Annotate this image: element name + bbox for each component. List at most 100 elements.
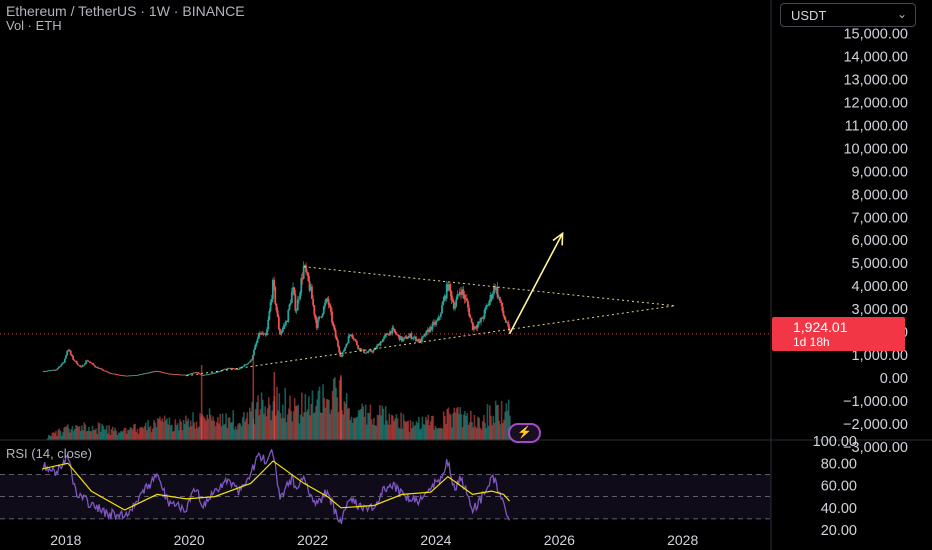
volume-bar bbox=[92, 429, 95, 440]
volume-bar bbox=[230, 422, 232, 440]
candle bbox=[154, 370, 157, 372]
candle bbox=[264, 333, 267, 336]
candle bbox=[62, 362, 65, 364]
candle bbox=[449, 284, 452, 292]
volume-bar bbox=[285, 422, 288, 440]
volume-bar bbox=[49, 435, 51, 440]
price-tick-label: 10,000.00 bbox=[843, 141, 908, 157]
candle bbox=[55, 369, 58, 371]
volume-bar bbox=[263, 413, 265, 440]
volume-bar bbox=[244, 421, 246, 440]
volume-bar bbox=[332, 378, 335, 440]
candle bbox=[223, 368, 226, 370]
volume-bar bbox=[470, 410, 472, 440]
candle bbox=[63, 358, 66, 363]
candle bbox=[290, 291, 293, 303]
candle bbox=[385, 333, 388, 335]
volume-bar bbox=[387, 424, 389, 440]
volume-bar bbox=[144, 422, 147, 440]
volume-bar bbox=[152, 428, 154, 440]
volume-bar bbox=[330, 409, 333, 440]
volume-bar bbox=[305, 411, 308, 440]
volume-bar bbox=[175, 425, 178, 440]
candle bbox=[120, 375, 123, 376]
candle bbox=[437, 317, 440, 321]
volume-bar bbox=[261, 399, 264, 440]
volume-bar bbox=[324, 407, 327, 440]
candle bbox=[73, 359, 76, 361]
volume-bar bbox=[309, 415, 311, 440]
candle bbox=[250, 359, 253, 361]
price-pane[interactable] bbox=[0, 231, 771, 377]
currency-selector[interactable]: USDT ⌄ bbox=[780, 3, 916, 27]
candle bbox=[394, 332, 397, 335]
volume-bar bbox=[423, 424, 426, 440]
candle bbox=[257, 332, 260, 339]
price-tick-label: −3,000.00 bbox=[843, 440, 908, 456]
volume-bar bbox=[422, 424, 425, 440]
candle bbox=[378, 343, 381, 346]
candle bbox=[87, 361, 90, 362]
volume-bar bbox=[284, 387, 287, 440]
lightning-icon[interactable]: ⚡ bbox=[508, 423, 541, 443]
candle bbox=[150, 371, 153, 373]
candle bbox=[111, 373, 114, 375]
candle bbox=[506, 321, 508, 323]
price-tick-label: 14,000.00 bbox=[843, 49, 908, 65]
volume-bar bbox=[136, 428, 139, 440]
volume-bar bbox=[167, 424, 169, 440]
volume-bar bbox=[206, 414, 209, 440]
candle bbox=[439, 313, 442, 317]
volume-bar bbox=[390, 414, 393, 440]
candle bbox=[241, 366, 244, 368]
candle bbox=[256, 338, 259, 343]
volume-bar bbox=[110, 429, 113, 440]
candle bbox=[495, 286, 498, 290]
candle bbox=[332, 322, 335, 326]
candle bbox=[242, 366, 245, 368]
candle bbox=[371, 351, 374, 353]
volume-bar bbox=[256, 402, 258, 440]
candle bbox=[270, 299, 273, 303]
candle bbox=[383, 336, 385, 339]
candle bbox=[441, 305, 443, 314]
candle bbox=[79, 365, 82, 367]
candle bbox=[286, 321, 289, 323]
price-tick-label: 3,000.00 bbox=[852, 302, 908, 318]
volume-bar bbox=[428, 425, 431, 440]
volume-bar bbox=[246, 412, 249, 440]
candle bbox=[467, 301, 469, 308]
volume-bar bbox=[215, 422, 218, 440]
volume-bar bbox=[150, 432, 153, 440]
candle bbox=[314, 314, 317, 320]
volume-bar bbox=[103, 429, 106, 440]
rsi-tick-label: 60.00 bbox=[821, 479, 857, 495]
candle bbox=[123, 375, 125, 377]
candle bbox=[92, 363, 95, 365]
candle bbox=[281, 329, 284, 333]
volume-bar bbox=[321, 413, 323, 440]
volume-bar bbox=[389, 424, 392, 440]
rsi-pane[interactable] bbox=[0, 448, 771, 524]
candle bbox=[126, 375, 129, 377]
volume-bar bbox=[441, 428, 444, 440]
candle bbox=[315, 319, 318, 328]
candle bbox=[113, 373, 116, 375]
volume-bar bbox=[198, 426, 200, 440]
candle bbox=[56, 367, 59, 370]
volume-bar bbox=[194, 428, 197, 440]
candle bbox=[192, 372, 195, 374]
candle bbox=[235, 368, 238, 370]
candle bbox=[507, 321, 510, 327]
candle bbox=[167, 373, 170, 375]
volume-bar bbox=[165, 420, 167, 440]
volume-bar bbox=[420, 428, 423, 440]
volume-bar bbox=[205, 420, 207, 440]
volume-bar bbox=[71, 425, 74, 440]
volume-bar bbox=[234, 426, 237, 440]
candle bbox=[199, 374, 202, 375]
volume-bar bbox=[412, 421, 414, 440]
volume-bar bbox=[353, 417, 355, 440]
candle bbox=[496, 286, 499, 298]
